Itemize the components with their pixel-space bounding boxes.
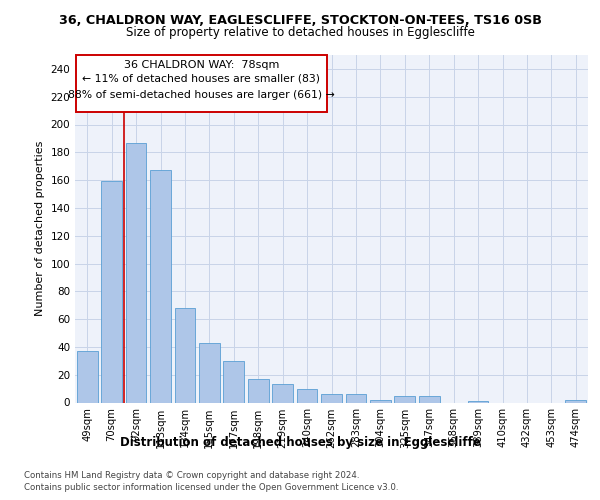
Bar: [272, 384, 293, 402]
Text: 88% of semi-detached houses are larger (661) →: 88% of semi-detached houses are larger (…: [68, 90, 335, 101]
Bar: [223, 361, 244, 403]
Bar: [565, 400, 586, 402]
Bar: [199, 342, 220, 402]
Text: Contains public sector information licensed under the Open Government Licence v3: Contains public sector information licen…: [24, 482, 398, 492]
Bar: [467, 401, 488, 402]
Bar: [370, 400, 391, 402]
Bar: [394, 396, 415, 402]
Text: 36 CHALDRON WAY:  78sqm: 36 CHALDRON WAY: 78sqm: [124, 60, 279, 70]
Bar: [175, 308, 196, 402]
Bar: [77, 351, 98, 403]
Bar: [321, 394, 342, 402]
Text: Size of property relative to detached houses in Egglescliffe: Size of property relative to detached ho…: [125, 26, 475, 39]
Text: Contains HM Land Registry data © Crown copyright and database right 2024.: Contains HM Land Registry data © Crown c…: [24, 472, 359, 480]
Bar: [346, 394, 367, 402]
Bar: [101, 182, 122, 402]
Bar: [248, 379, 269, 402]
Y-axis label: Number of detached properties: Number of detached properties: [35, 141, 45, 316]
Bar: [419, 396, 440, 402]
Text: ← 11% of detached houses are smaller (83): ← 11% of detached houses are smaller (83…: [82, 74, 320, 84]
FancyBboxPatch shape: [76, 55, 326, 112]
Bar: [296, 388, 317, 402]
Bar: [125, 142, 146, 402]
Text: 36, CHALDRON WAY, EAGLESCLIFFE, STOCKTON-ON-TEES, TS16 0SB: 36, CHALDRON WAY, EAGLESCLIFFE, STOCKTON…: [59, 14, 541, 28]
Bar: [150, 170, 171, 402]
Text: Distribution of detached houses by size in Egglescliffe: Distribution of detached houses by size …: [119, 436, 481, 449]
